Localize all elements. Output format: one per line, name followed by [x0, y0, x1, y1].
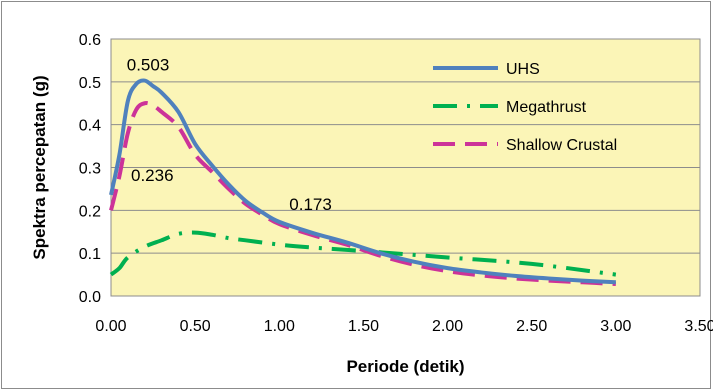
data-label: 0.503 — [127, 56, 170, 75]
series-group — [109, 78, 617, 287]
legend-label: Megathrust — [506, 99, 587, 116]
y-tick-label: 0.6 — [79, 32, 101, 49]
x-tick-label: 0.50 — [180, 318, 211, 335]
data-label: 0.236 — [131, 166, 174, 185]
series-line-uhs — [109, 78, 616, 285]
y-tick-label: 0.3 — [79, 161, 101, 178]
x-tick-label: 3.00 — [600, 318, 631, 335]
legend: UHS Megathrust Shallow Crustal — [433, 61, 617, 154]
legend-label: UHS — [506, 61, 540, 78]
legend-label: Shallow Crustal — [506, 137, 617, 154]
y-tick-label: 0.2 — [79, 203, 101, 220]
x-tick-label: 1.00 — [264, 318, 295, 335]
y-tick-label: 0.0 — [79, 289, 101, 306]
x-axis-title: Periode (detik) — [346, 357, 464, 376]
x-tick-label: 2.50 — [516, 318, 547, 335]
x-tick-label: 0.00 — [95, 318, 126, 335]
data-label: 0.173 — [289, 195, 332, 214]
x-tick-label: 1.50 — [348, 318, 379, 335]
y-axis-title: Spektra percepatan (g) — [30, 75, 49, 259]
series-line-megathrust — [109, 230, 617, 277]
y-tick-label: 0.4 — [79, 118, 101, 135]
y-tick-labels: 0.0 0.1 0.2 0.3 0.4 0.5 0.6 — [79, 32, 101, 306]
x-tick-labels: 0.00 0.50 1.00 1.50 2.00 2.50 3.00 3.50 — [95, 318, 713, 335]
x-tick-label: 3.50 — [684, 318, 713, 335]
y-tick-label: 0.5 — [79, 75, 101, 92]
x-tick-label: 2.00 — [432, 318, 463, 335]
data-annotations: 0.503 0.236 0.173 — [127, 56, 332, 214]
y-tick-label: 0.1 — [79, 246, 101, 263]
series-line-shallow-crustal — [109, 101, 616, 287]
